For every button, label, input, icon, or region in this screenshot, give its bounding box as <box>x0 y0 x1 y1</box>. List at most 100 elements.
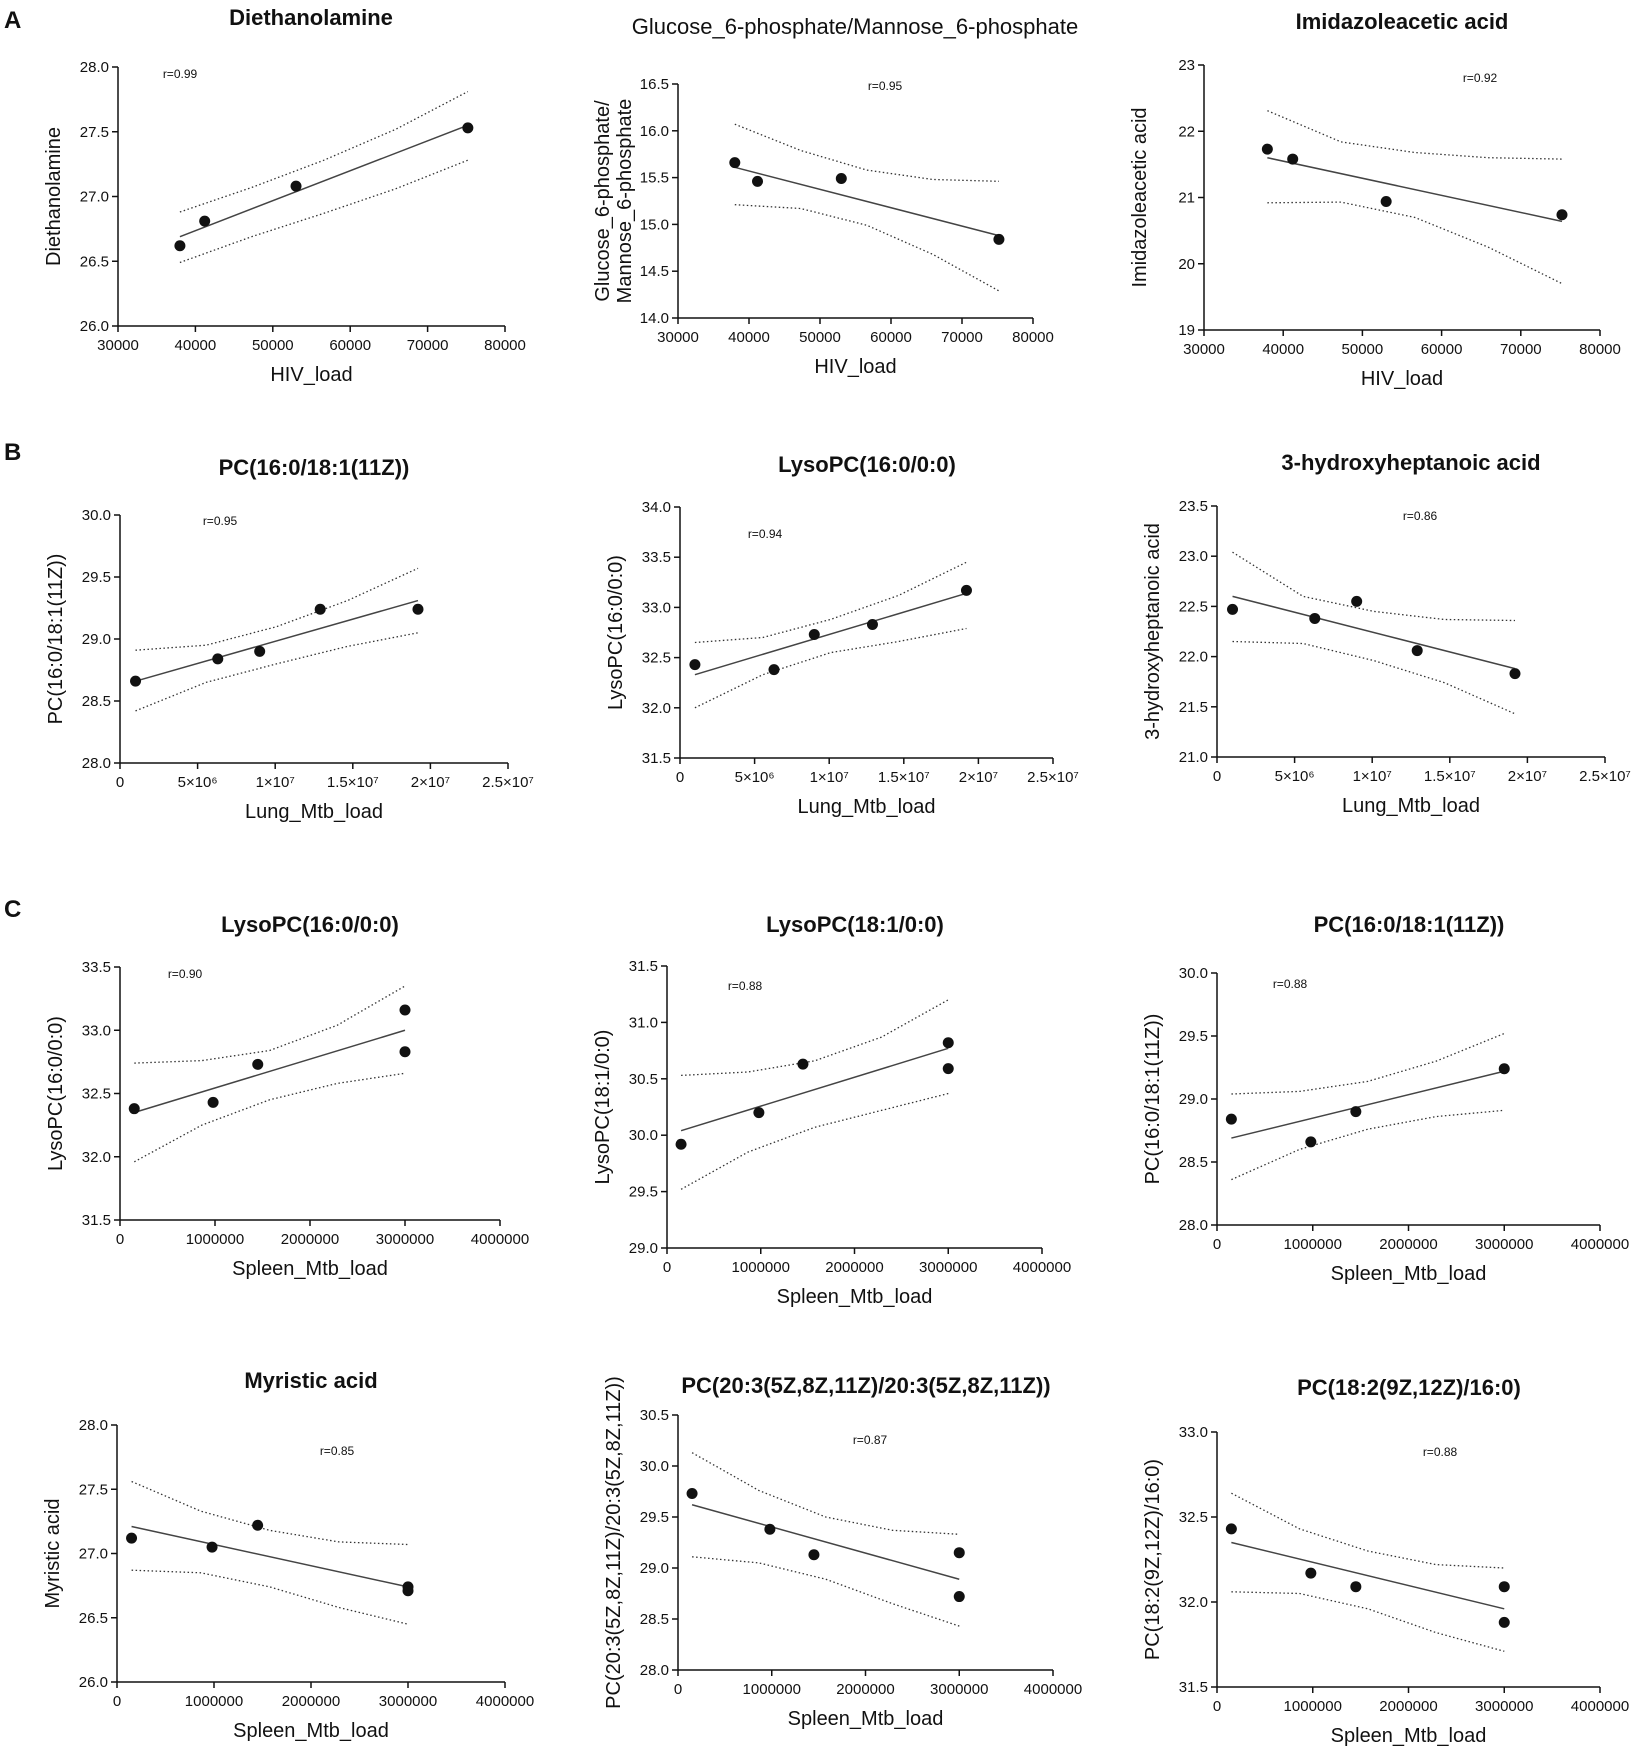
x-tick-label: 2.5×10⁷ <box>1579 768 1631 785</box>
x-tick-label: 2×10⁷ <box>959 769 998 786</box>
x-tick-label: 3000000 <box>919 1259 977 1276</box>
y-tick-label: 28.0 <box>82 755 111 772</box>
regression-line <box>734 166 1000 237</box>
y-tick-label: 33.0 <box>642 599 671 616</box>
confidence-band-upper <box>1232 551 1516 622</box>
y-tick-label: 28.5 <box>82 693 111 710</box>
x-tick-label: 2000000 <box>836 1681 894 1698</box>
regression-line <box>179 124 469 238</box>
x-tick-label: 50000 <box>799 329 841 346</box>
confidence-band-upper <box>134 985 406 1064</box>
data-point <box>752 175 764 187</box>
data-point <box>402 1585 414 1597</box>
x-tick-label: 1000000 <box>186 1231 244 1248</box>
x-tick-label: 0 <box>663 1259 671 1276</box>
x-tick-label: 0 <box>1213 1698 1221 1715</box>
correlation-label: r=0.87 <box>853 1433 888 1447</box>
y-tick-label: 30.0 <box>629 1127 658 1144</box>
chart-10-title: Myristic acid <box>244 1368 377 1393</box>
correlation-label: r=0.94 <box>748 527 783 541</box>
x-tick-label: 2.5×10⁷ <box>482 774 534 791</box>
y-tick-label: 27.5 <box>80 124 109 141</box>
confidence-band-upper <box>734 123 999 182</box>
y-axis-label: PC(18:2(9Z,12Z)/16:0) <box>1142 1459 1164 1660</box>
panel-letter-a: A <box>4 7 21 34</box>
chart-9-title: PC(16:0/18:1(11Z)) <box>1314 912 1505 937</box>
data-point <box>689 659 701 671</box>
x-tick-label: 2000000 <box>1379 1236 1437 1253</box>
x-tick-label: 3000000 <box>376 1231 434 1248</box>
x-axis-label: Lung_Mtb_load <box>798 796 936 818</box>
chart-5: LysoPC(16:0/0:0) 31.5 32.0 32.5 33.0 33.5 34.0… <box>605 452 1079 818</box>
x-tick-label: 1000000 <box>1284 1698 1342 1715</box>
y-tick-label: 26.0 <box>80 318 109 335</box>
confidence-band-lower <box>734 204 1000 292</box>
data-point <box>1227 603 1239 615</box>
x-axis-label: HIV_load <box>1361 368 1443 390</box>
confidence-band-lower <box>1231 1591 1505 1652</box>
y-tick-label: 26.0 <box>79 1674 108 1691</box>
data-point <box>768 664 780 676</box>
data-point <box>835 173 847 185</box>
y-tick-label: 32.0 <box>642 700 671 717</box>
data-point <box>254 645 266 657</box>
chart-12-title: PC(18:2(9Z,12Z)/16:0) <box>1297 1375 1521 1400</box>
x-tick-label: 5×10⁶ <box>1275 768 1315 785</box>
y-tick-label: 30.5 <box>629 1071 658 1088</box>
y-axis-label: PC(20:3(5Z,8Z,11Z)/20:3(5Z,8Z,11Z)) <box>603 1376 625 1709</box>
panel-letter-c: C <box>4 896 21 923</box>
x-axis-label: Lung_Mtb_load <box>245 801 383 823</box>
y-tick-label: 28.0 <box>79 1417 108 1434</box>
x-tick-label: 2000000 <box>282 1693 340 1710</box>
y-tick-label: 29.5 <box>640 1509 669 1526</box>
y-tick-label: 23.0 <box>1179 548 1208 565</box>
x-axis-label: HIV_load <box>270 364 352 386</box>
data-point <box>1225 1523 1237 1535</box>
y-tick-label: 22.0 <box>1179 649 1208 666</box>
data-point <box>808 629 820 641</box>
x-tick-label: 30000 <box>657 329 699 346</box>
y-tick-label: 22.5 <box>1179 598 1208 615</box>
x-tick-label: 2×10⁷ <box>1508 768 1547 785</box>
y-tick-label: 32.0 <box>1179 1594 1208 1611</box>
data-point <box>797 1058 809 1070</box>
x-tick-label: 4000000 <box>1024 1681 1082 1698</box>
data-point <box>764 1523 776 1535</box>
chart-5-title: LysoPC(16:0/0:0) <box>778 452 956 477</box>
y-axis-label: Diethanolamine <box>43 127 65 266</box>
confidence-band-lower <box>135 632 419 712</box>
y-tick-label: 28.0 <box>640 1662 669 1679</box>
y-tick-label: 30.0 <box>640 1458 669 1475</box>
confidence-band-upper <box>691 1452 960 1535</box>
x-tick-label: 0 <box>113 1693 121 1710</box>
chart-6-title: 3-hydroxyheptanoic acid <box>1281 450 1540 475</box>
y-tick-label: 29.0 <box>629 1240 658 1257</box>
data-point <box>753 1107 765 1119</box>
data-point <box>314 603 326 615</box>
y-tick-label: 32.0 <box>82 1149 111 1166</box>
data-point <box>1350 1581 1362 1593</box>
data-point <box>128 1103 140 1115</box>
confidence-band-lower <box>1231 1109 1505 1181</box>
x-tick-label: 1000000 <box>1284 1236 1342 1253</box>
y-axis-label: LysoPC(18:1/0:0) <box>592 1030 614 1185</box>
y-tick-label: 31.5 <box>642 750 671 767</box>
y-tick-label: 34.0 <box>642 499 671 516</box>
data-point <box>462 122 474 134</box>
data-point <box>252 1519 264 1531</box>
data-point <box>1351 595 1363 607</box>
x-tick-label: 40000 <box>1262 341 1304 358</box>
confidence-band-lower <box>692 1556 960 1627</box>
correlation-label: r=0.95 <box>868 79 903 93</box>
x-tick-label: 50000 <box>252 337 294 354</box>
y-tick-label: 28.0 <box>80 59 109 76</box>
chart-12: PC(18:2(9Z,12Z)/16:0) 31.5 32.0 32.5 33.0 0 10… <box>1142 1375 1629 1747</box>
y-tick-label: 29.0 <box>1179 1091 1208 1108</box>
y-tick-label: 32.5 <box>1179 1509 1208 1526</box>
x-tick-label: 0 <box>1213 1236 1221 1253</box>
y-tick-label: 33.5 <box>82 959 111 976</box>
chart-1: Diethanolamine 26.0 26.5 27.0 27.5 28.0 30000 4… <box>43 5 526 386</box>
confidence-band-upper <box>1231 1492 1505 1569</box>
data-point <box>808 1549 820 1561</box>
x-tick-label: 4000000 <box>1571 1698 1629 1715</box>
